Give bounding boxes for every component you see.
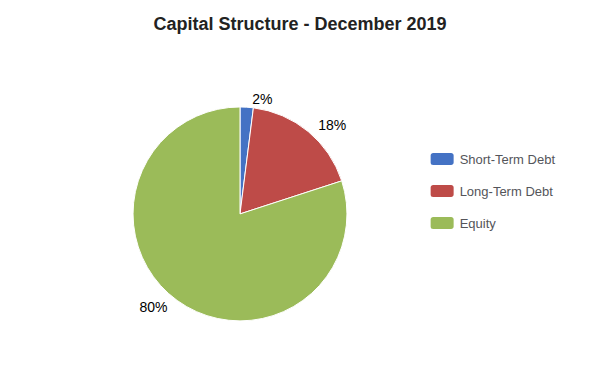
svg-text:Capital Structure - December 2: Capital Structure - December 2019 (153, 14, 446, 34)
svg-text:Long-Term Debt: Long-Term Debt (460, 184, 554, 199)
svg-text:Short-Term Debt: Short-Term Debt (460, 152, 556, 167)
svg-text:2%: 2% (252, 91, 272, 107)
svg-text:Equity: Equity (460, 216, 497, 231)
svg-text:80%: 80% (139, 299, 167, 315)
svg-text:18%: 18% (318, 117, 346, 133)
